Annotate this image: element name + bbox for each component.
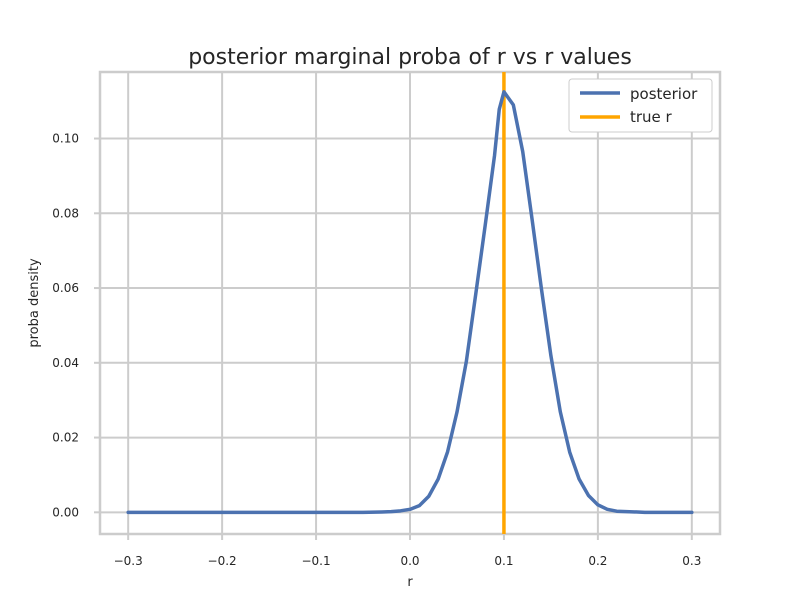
x-tick-label-6: 0.3 [682, 554, 701, 568]
legend-label-true-r: true r [630, 108, 673, 126]
y-tick-label-2: 0.04 [52, 356, 79, 370]
y-tick-label-1: 0.02 [52, 431, 79, 445]
x-tick-label-0: −0.3 [114, 554, 143, 568]
x-axis-label: r [407, 575, 413, 590]
plot-area: −0.3 −0.2 −0.1 0.0 0.1 0.2 0.3 0.00 0.02 0.04 0.06… [52, 70, 722, 568]
legend-label-posterior: posterior [630, 85, 698, 103]
x-tick-label-5: 0.2 [588, 554, 607, 568]
x-tick-label-1: −0.2 [208, 554, 237, 568]
chart-title: posterior marginal proba of r vs r value… [188, 45, 632, 70]
y-tick-label-5: 0.10 [52, 132, 79, 146]
legend: posterior true r [568, 78, 713, 133]
x-tick-label-4: 0.1 [494, 554, 513, 568]
y-axis-label: proba density [27, 258, 42, 348]
x-tick-label-2: −0.1 [301, 554, 330, 568]
y-tick-label-0: 0.00 [52, 505, 79, 519]
posterior-line [126, 90, 694, 515]
y-tick-label-3: 0.06 [52, 281, 79, 295]
x-tick-label-3: 0.0 [400, 554, 419, 568]
y-tick-label-4: 0.08 [52, 206, 79, 220]
